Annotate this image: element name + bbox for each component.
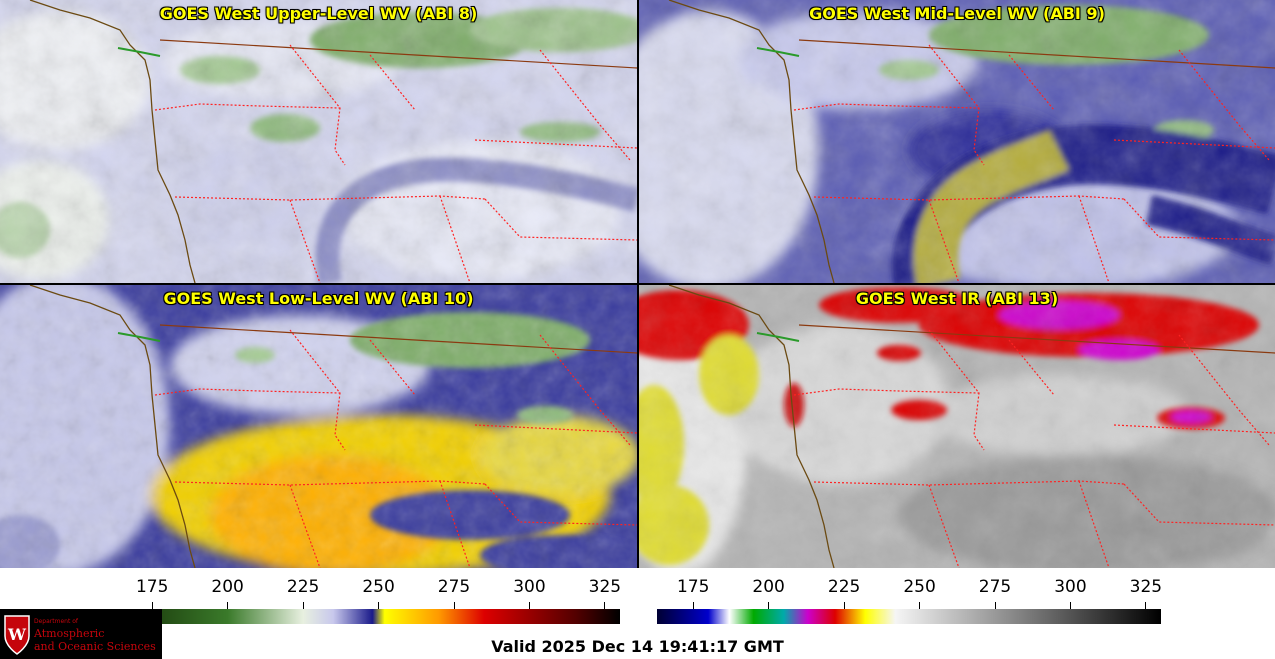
aos-logo: W Department of Atmospheric and Oceanic … — [0, 609, 162, 659]
colorbar-wv-tick-mark — [151, 602, 153, 609]
wv-colorbar — [116, 609, 620, 624]
colorbar-wv-tick-mark — [302, 602, 304, 609]
colorbar-ir-tick-mark — [994, 602, 996, 609]
colorbar-ir-tick-label: 200 — [752, 577, 785, 597]
panel-upper-level-wv: GOES West Upper-Level WV (ABI 8) — [0, 0, 637, 283]
low-level-wv-image — [0, 285, 637, 568]
upper-level-wv-image — [0, 0, 637, 283]
colorbar-ir-tick-mark — [1145, 602, 1147, 609]
svg-text:W: W — [7, 625, 27, 644]
colorbar-ir-tick-label: 325 — [1129, 577, 1163, 597]
colorbar-ir-tick-mark — [692, 602, 694, 609]
colorbar-ir-tick-label: 275 — [978, 577, 1012, 597]
ir-colorbar — [657, 609, 1161, 624]
colorbar-ir-tick-label: 175 — [676, 577, 710, 597]
colorbar-wv-tick-label: 225 — [286, 577, 320, 597]
panel-mid-level-wv: GOES West Mid-Level WV (ABI 9) — [639, 0, 1275, 283]
panel-low-level-wv: GOES West Low-Level WV (ABI 10) — [0, 285, 637, 568]
panel-title: GOES West Upper-Level WV (ABI 8) — [159, 4, 478, 23]
colorbar-wv-tick-mark — [528, 602, 530, 609]
logo-line3: and Oceanic Sciences — [34, 640, 156, 653]
colorbar-ir-tick-mark — [768, 602, 770, 609]
colorbar-wv-tick-label: 200 — [211, 577, 244, 597]
panel-title: GOES West IR (ABI 13) — [855, 289, 1059, 308]
colorbar-wv-tick-label: 325 — [588, 577, 622, 597]
panel-title: GOES West Mid-Level WV (ABI 9) — [809, 4, 1105, 23]
colorbar-ir-tick-label: 300 — [1054, 577, 1087, 597]
panel-divider-horizontal — [0, 283, 1275, 285]
panel-title: GOES West Low-Level WV (ABI 10) — [163, 289, 474, 308]
logo-line2: Atmospheric — [34, 627, 105, 640]
uw-crest-icon: W — [4, 615, 30, 655]
logo-line1: Department of — [34, 618, 78, 625]
colorbar-ir-tick-label: 250 — [903, 577, 936, 597]
colorbar-ir-tick-mark — [919, 602, 921, 609]
colorbar-wv-tick-mark — [453, 602, 455, 609]
colorbar-wv-tick-mark — [604, 602, 606, 609]
colorbar-wv-tick-label: 175 — [135, 577, 169, 597]
colorbar-wv-tick-mark — [378, 602, 380, 609]
colorbar-wv-tick-label: 250 — [362, 577, 395, 597]
colorbar-wv-tick-label: 300 — [513, 577, 546, 597]
valid-time: Valid 2025 Dec 14 19:41:17 GMT — [491, 637, 784, 656]
colorbar-ir-tick-label: 225 — [827, 577, 861, 597]
ir-image — [639, 285, 1275, 568]
colorbar-wv-tick-mark — [227, 602, 229, 609]
colorbar-ir-tick-mark — [1069, 602, 1071, 609]
colorbar-wv-tick-label: 275 — [437, 577, 471, 597]
colorbar-ir-tick-mark — [843, 602, 845, 609]
mid-level-wv-image — [639, 0, 1275, 283]
panel-ir: GOES West IR (ABI 13) — [639, 285, 1275, 568]
